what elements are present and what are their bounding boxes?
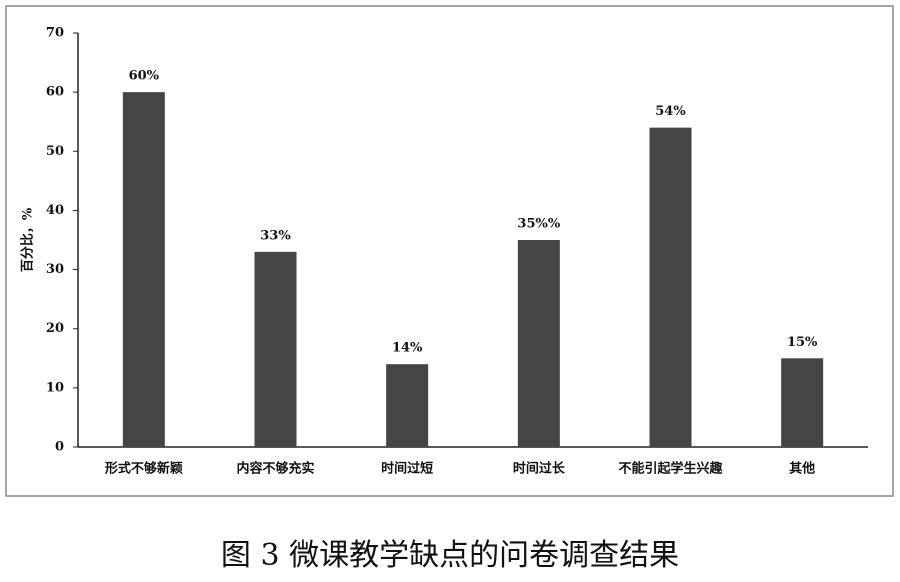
bar: [122, 92, 165, 448]
bar: [781, 358, 824, 447]
y-tick-label: 60: [46, 85, 64, 100]
y-tick-label: 30: [46, 262, 64, 277]
x-tick-label: 时间过短: [381, 461, 433, 477]
value-label: 14%: [392, 341, 423, 356]
bar: [386, 364, 429, 447]
bar: [517, 240, 560, 447]
y-tick-label: 10: [46, 380, 64, 395]
value-label: 60%: [129, 69, 160, 84]
bar: [649, 127, 692, 447]
value-label: 54%: [655, 104, 686, 119]
y-tick-label: 40: [46, 203, 64, 218]
x-tick-label: 内容不够充实: [236, 461, 314, 477]
y-axis-label: 百分比，%: [20, 207, 36, 272]
x-tick-label: 形式不够新颖: [105, 461, 183, 477]
y-tick-label: 50: [46, 144, 64, 159]
x-tick-label: 时间过长: [513, 461, 566, 477]
chart-frame: [5, 5, 894, 497]
caption: 图 3 微课教学缺点的问卷调查结果: [221, 538, 679, 573]
value-label: 33%: [260, 228, 291, 243]
value-label: 15%: [787, 335, 818, 350]
y-tick-label: 0: [55, 440, 64, 455]
x-tick-label: 不能引起学生兴趣: [618, 461, 723, 477]
bar: [254, 251, 297, 447]
value-label: 35%%: [517, 217, 560, 232]
x-tick-label: 其他: [789, 461, 815, 477]
y-tick-label: 20: [46, 321, 64, 336]
y-tick-label: 70: [46, 26, 64, 41]
